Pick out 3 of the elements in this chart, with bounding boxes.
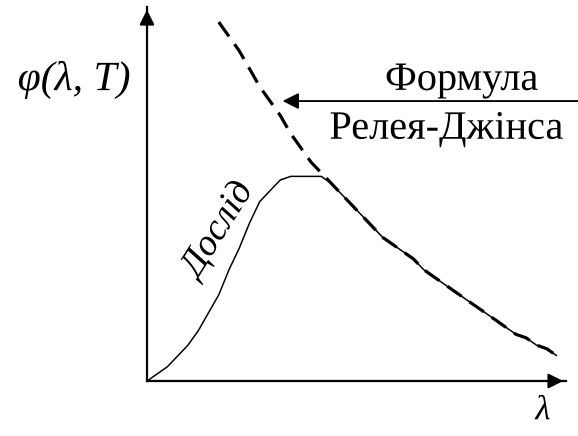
x-axis-title: λ: [534, 394, 550, 420]
legend-label: Формула Релея-Джінса: [330, 64, 563, 148]
y-axis-title: φ(λ, T): [18, 60, 130, 100]
